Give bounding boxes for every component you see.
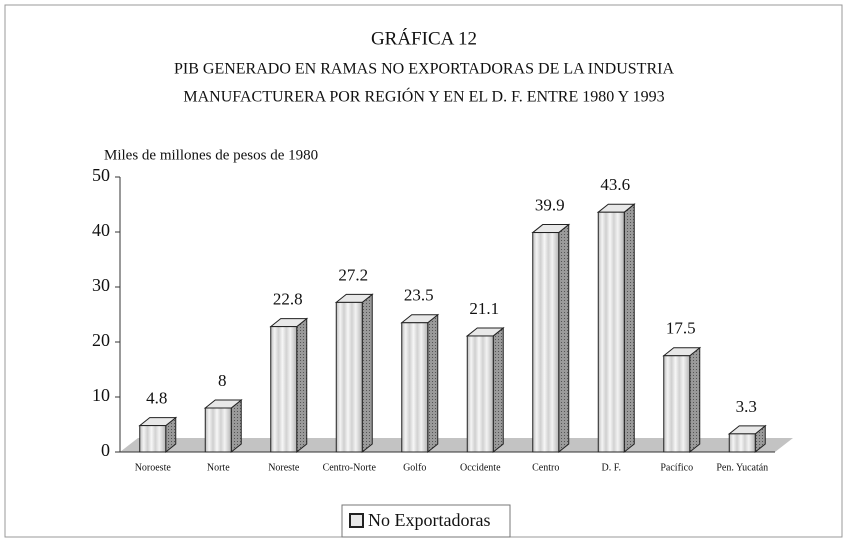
x-tick-label: Centro-Norte [323,462,377,473]
value-label: 21.1 [469,299,499,318]
bar-side [427,313,439,454]
y-tick-label: 30 [92,275,110,295]
legend: No Exportadoras [341,504,511,538]
chart-subtitle: PIB GENERADO EN RAMAS NO EXPORTADORAS DE… [174,61,674,78]
bar-side [558,223,570,454]
bar [335,301,363,453]
value-label: 39.9 [535,195,565,214]
x-tick-label: Pacífico [660,462,693,473]
value-label: 43.6 [600,175,630,194]
chart-title: GRÁFICA 12 [371,27,477,49]
x-tick-label: Norte [207,462,230,473]
bar [728,433,756,453]
x-tick-label: Noreste [268,462,300,473]
bar-side [689,346,701,454]
y-tick-label: 10 [92,385,110,405]
bar [597,211,625,453]
bar-side [230,398,242,454]
value-label: 3.3 [736,397,757,416]
x-tick-label: Centro [532,462,559,473]
bar-side [296,317,308,454]
x-tick-label: Noroeste [135,462,172,473]
x-tick-label: Pen. Yucatán [716,462,768,473]
bar-side [623,203,635,454]
value-label: 23.5 [404,286,434,305]
frame [4,4,843,538]
bar [466,335,494,453]
y-tick-label: 0 [101,440,110,460]
legend-swatch [349,513,364,528]
legend-box [341,504,511,538]
y-tick-label: 20 [92,330,110,350]
bar [401,322,429,453]
bar [204,407,232,453]
value-label: 22.8 [273,290,303,309]
x-tick-label: Golfo [403,462,426,473]
y-tick-label: 50 [92,165,110,185]
value-label: 17.5 [666,319,696,338]
bar [663,355,691,453]
x-tick-label: Occidente [460,462,501,473]
value-label: 8 [218,371,227,390]
value-label: 27.2 [338,265,368,284]
bar [139,425,167,453]
bar [532,232,560,453]
y-tick-label: 40 [92,220,110,240]
bar-side [361,293,373,454]
bar-side [492,326,504,454]
legend-label: No Exportadoras [368,510,490,530]
bar [270,326,298,453]
x-tick-label: D. F. [602,462,621,473]
y-axis-label: Miles de millones de pesos de 1980 [104,147,318,163]
chart-subtitle: MANUFACTURERA POR REGIÓN Y EN EL D. F. E… [183,87,664,106]
value-label: 4.8 [146,389,167,408]
